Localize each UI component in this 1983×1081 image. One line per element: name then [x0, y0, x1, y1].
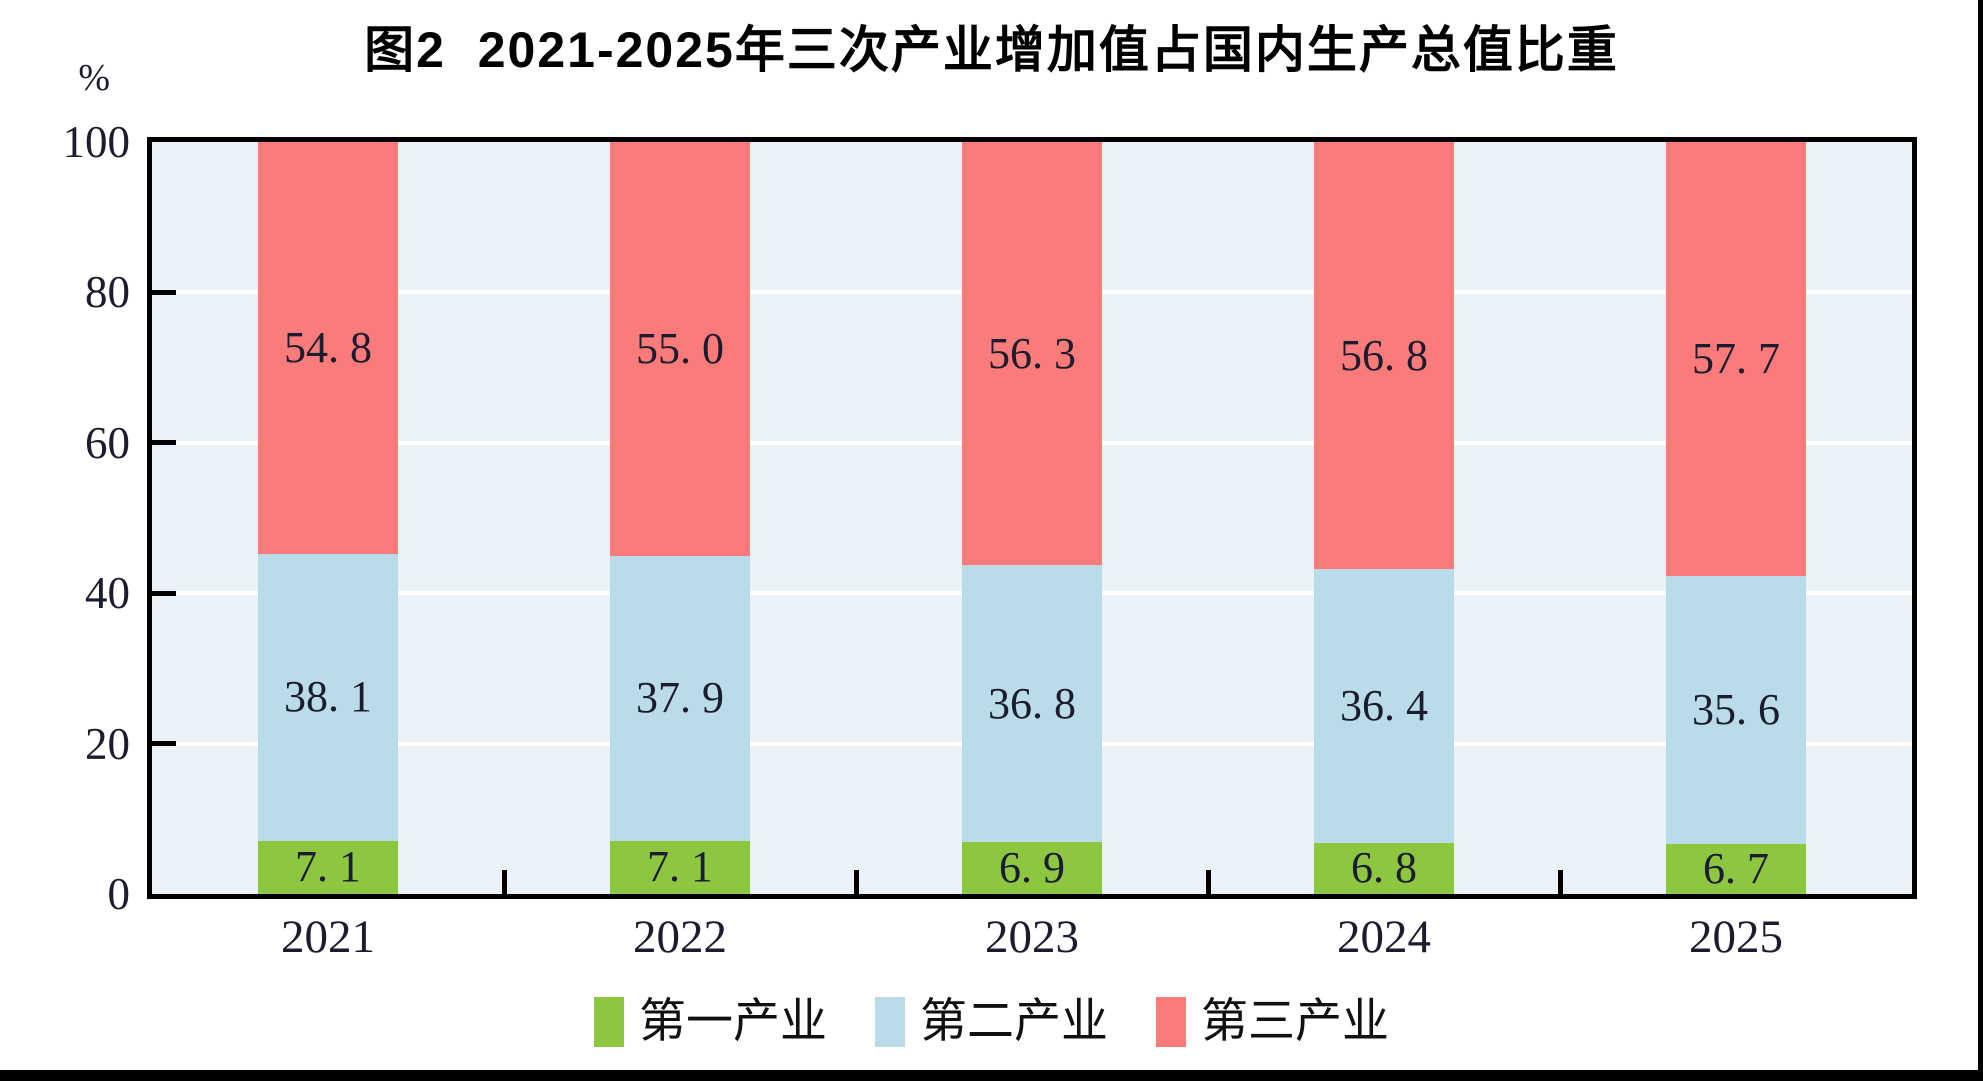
- value-label-secondary-industry-2022: 37. 9: [636, 673, 724, 723]
- value-label-tertiary-industry-2021: 54. 8: [284, 323, 372, 373]
- y-axis-label-0: 0: [107, 869, 131, 919]
- value-label-tertiary-industry-2023: 56. 3: [988, 328, 1076, 378]
- x-tick-3: [1205, 870, 1211, 894]
- legend-swatch-primary-industry: [594, 997, 624, 1047]
- legend: 第一产业 第二产业 第三产业: [0, 992, 1983, 1052]
- bar-2024: 6. 8 36. 4 56. 8: [1314, 142, 1454, 894]
- bar-segment-tertiary-industry-2024: 56. 8: [1314, 142, 1454, 570]
- x-axis-label-2025: 2025: [1689, 911, 1783, 963]
- bar-segment-secondary-industry-2023: 36. 8: [962, 565, 1102, 843]
- y-axis-label-20: 20: [85, 718, 130, 769]
- value-label-primary-industry-2021: 7. 1: [295, 842, 361, 892]
- bar-segment-secondary-industry-2024: 36. 4: [1314, 569, 1454, 843]
- bar-2025: 6. 7 35. 6 57. 7: [1666, 142, 1806, 894]
- y-axis-label-40: 40: [85, 568, 130, 619]
- x-axis-label-2021: 2021: [281, 911, 375, 963]
- x-tick-1: [501, 870, 507, 894]
- bar-segment-primary-industry-2021: 7. 1: [258, 840, 398, 894]
- legend-swatch-secondary-industry: [875, 997, 905, 1047]
- y-tick-20: [152, 741, 176, 747]
- bar-segment-primary-industry-2025: 6. 7: [1666, 843, 1806, 894]
- legend-label-primary-industry: 第一产业: [639, 995, 827, 1048]
- plot-area: 7. 1 38. 1 54. 8 7. 1 37. 9 55. 0 6. 9 36. 8 56.…: [147, 137, 1917, 899]
- bar-segment-tertiary-industry-2022: 55. 0: [610, 142, 750, 556]
- y-tick-60: [152, 440, 176, 446]
- value-label-tertiary-industry-2024: 56. 8: [1340, 330, 1428, 380]
- legend-item-tertiary-industry: 第三产业: [1156, 997, 1389, 1047]
- screenshot-right-border: [1978, 0, 1983, 1081]
- y-axis-label-80: 80: [85, 267, 130, 318]
- value-label-primary-industry-2025: 6. 7: [1703, 843, 1769, 893]
- screenshot-bottom-border: [0, 1070, 1983, 1081]
- legend-label-secondary-industry: 第二产业: [920, 995, 1108, 1048]
- value-label-primary-industry-2024: 6. 8: [1351, 843, 1417, 893]
- bar-segment-tertiary-industry-2021: 54. 8: [258, 142, 398, 555]
- bar-segment-tertiary-industry-2023: 56. 3: [962, 142, 1102, 566]
- value-label-primary-industry-2022: 7. 1: [647, 842, 713, 892]
- value-label-primary-industry-2023: 6. 9: [999, 843, 1065, 893]
- value-label-secondary-industry-2025: 35. 6: [1692, 684, 1780, 734]
- bar-segment-secondary-industry-2021: 38. 1: [258, 554, 398, 841]
- bar-segment-secondary-industry-2025: 35. 6: [1666, 575, 1806, 844]
- x-axis-label-2023: 2023: [985, 911, 1079, 963]
- bar-2021: 7. 1 38. 1 54. 8: [258, 142, 398, 894]
- y-axis-label-60: 60: [85, 417, 130, 468]
- bar-segment-tertiary-industry-2025: 57. 7: [1666, 142, 1806, 576]
- value-label-secondary-industry-2024: 36. 4: [1340, 681, 1428, 731]
- x-axis-label-2022: 2022: [633, 911, 727, 963]
- legend-swatch-tertiary-industry: [1156, 997, 1186, 1047]
- bar-2023: 6. 9 36. 8 56. 3: [962, 142, 1102, 894]
- x-axis-label-2024: 2024: [1337, 911, 1431, 963]
- bar-segment-primary-industry-2023: 6. 9: [962, 842, 1102, 894]
- legend-label-tertiary-industry: 第三产业: [1201, 995, 1389, 1048]
- legend-item-secondary-industry: 第二产业: [875, 997, 1108, 1047]
- x-tick-2: [853, 870, 859, 894]
- legend-item-primary-industry: 第一产业: [594, 997, 827, 1047]
- y-tick-40: [152, 590, 176, 596]
- y-axis-unit-label: %: [78, 57, 110, 99]
- bar-segment-secondary-industry-2022: 37. 9: [610, 555, 750, 841]
- y-axis-label-100: 100: [62, 117, 131, 167]
- bar-segment-primary-industry-2024: 6. 8: [1314, 842, 1454, 894]
- value-label-secondary-industry-2023: 36. 8: [988, 678, 1076, 728]
- value-label-tertiary-industry-2025: 57. 7: [1692, 333, 1780, 383]
- x-tick-4: [1557, 870, 1563, 894]
- value-label-tertiary-industry-2022: 55. 0: [636, 323, 724, 373]
- y-tick-80: [152, 289, 176, 295]
- value-label-secondary-industry-2021: 38. 1: [284, 672, 372, 722]
- bar-segment-primary-industry-2022: 7. 1: [610, 840, 750, 894]
- bar-2022: 7. 1 37. 9 55. 0: [610, 142, 750, 894]
- chart-title: 图2 2021-2025年三次产业增加值占国内生产总值比重: [364, 22, 1619, 78]
